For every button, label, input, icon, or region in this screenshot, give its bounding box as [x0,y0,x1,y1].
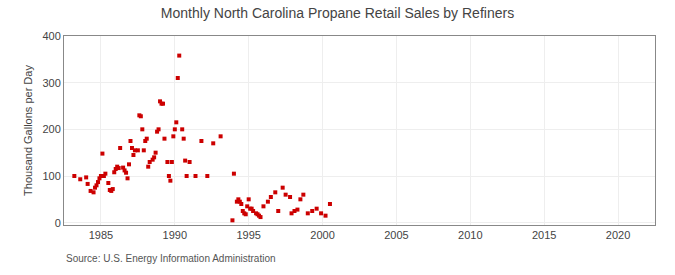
svg-text:300: 300 [42,77,60,89]
svg-text:100: 100 [42,170,60,182]
svg-text:Monthly North Carolina Propane: Monthly North Carolina Propane Retail Sa… [161,5,514,21]
svg-text:200: 200 [42,123,60,135]
svg-text:2000: 2000 [310,229,334,241]
svg-text:Source: U.S. Energy Informatio: Source: U.S. Energy Information Administ… [66,253,276,264]
svg-text:Thousand Gallons per Day: Thousand Gallons per Day [22,65,34,196]
svg-text:1990: 1990 [163,229,187,241]
svg-text:2010: 2010 [458,229,482,241]
svg-text:2005: 2005 [384,229,408,241]
svg-text:400: 400 [42,30,60,42]
svg-text:0: 0 [55,217,61,229]
svg-text:2020: 2020 [606,229,630,241]
svg-text:2015: 2015 [532,229,556,241]
svg-text:1995: 1995 [236,229,260,241]
svg-text:1985: 1985 [89,229,113,241]
